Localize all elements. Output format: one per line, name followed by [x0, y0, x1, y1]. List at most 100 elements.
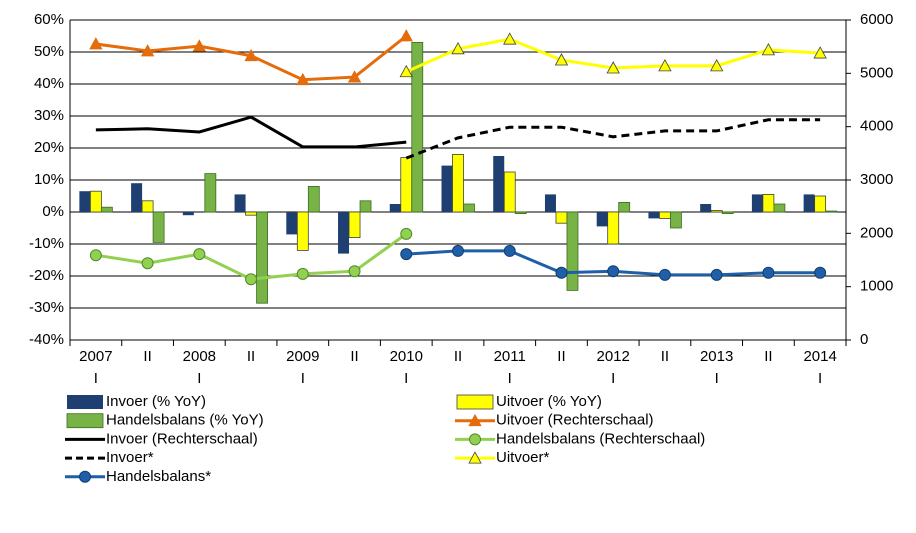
marker: [554, 53, 569, 66]
x-tick-label: II: [247, 348, 255, 365]
marker: [193, 248, 206, 261]
y2-tick-label: 5000: [860, 64, 893, 81]
bar: [411, 42, 424, 213]
y-tick-label: 20%: [34, 139, 64, 156]
bar: [79, 191, 91, 212]
marker: [451, 41, 465, 55]
marker: [814, 266, 827, 279]
marker: [658, 59, 672, 72]
marker: [399, 64, 413, 78]
marker: [658, 268, 671, 281]
marker: [709, 59, 724, 72]
x-tick-label: II: [764, 348, 772, 365]
marker: [399, 29, 413, 42]
bar: [514, 211, 527, 214]
bar: [659, 211, 671, 219]
x-tick-label: II: [350, 348, 358, 365]
y2-tick-label: 6000: [860, 11, 893, 28]
bar: [710, 209, 723, 213]
y2-tick-label: 0: [860, 331, 868, 348]
marker: [761, 43, 776, 56]
y-tick-label: 10%: [34, 171, 64, 188]
y-tick-label: 50%: [34, 43, 64, 60]
marker: [503, 32, 517, 45]
marker: [555, 266, 568, 279]
marker: [347, 70, 362, 83]
marker: [245, 273, 258, 286]
legend-marker: [468, 413, 482, 427]
y-tick-label: -10%: [29, 235, 64, 252]
y2-tick-label: 1000: [860, 278, 893, 295]
x-tick-label: 2007 I: [79, 348, 112, 387]
legend-swatch: [456, 394, 494, 410]
bar: [100, 206, 113, 213]
bar: [751, 194, 763, 212]
bar: [141, 200, 154, 213]
bar: [234, 194, 246, 212]
legend-marker: [469, 433, 481, 446]
x-tick-label: 2011 I: [494, 348, 526, 387]
bar: [152, 211, 165, 243]
marker: [141, 257, 154, 270]
bar: [700, 204, 712, 212]
marker: [89, 249, 102, 262]
y-tick-label: 0%: [42, 203, 64, 220]
bar: [803, 194, 815, 212]
bar: [296, 211, 309, 251]
marker: [452, 244, 464, 257]
bar: [648, 212, 660, 219]
bar: [182, 212, 194, 216]
y-tick-label: -40%: [29, 331, 64, 348]
marker: [348, 265, 361, 278]
bar: [256, 211, 268, 304]
bar: [721, 211, 734, 214]
bar: [441, 165, 453, 212]
bar: [762, 193, 775, 213]
bar: [452, 153, 464, 213]
legend-swatch: [66, 413, 104, 429]
legend-label: Invoer (Rechterschaal): [106, 430, 258, 447]
y-tick-label: -20%: [29, 267, 64, 284]
y2-tick-label: 2000: [860, 224, 893, 241]
x-tick-label: II: [454, 348, 462, 365]
x-tick-label: II: [661, 348, 669, 365]
marker: [762, 266, 775, 279]
marker: [813, 46, 827, 59]
legend-marker: [468, 451, 482, 464]
x-tick-label: 2013 I: [700, 348, 733, 387]
marker: [140, 44, 155, 57]
marker: [503, 244, 516, 257]
marker: [606, 61, 620, 74]
marker: [607, 265, 620, 278]
marker: [192, 39, 207, 52]
y-tick-label: 60%: [34, 11, 64, 28]
legend-marker: [79, 470, 91, 483]
legend-label: Invoer*: [106, 449, 154, 466]
y-tick-label: 30%: [34, 107, 64, 124]
legend-label: Handelsbalans (Rechterschaal): [496, 430, 705, 447]
bar: [359, 200, 372, 213]
bar: [131, 183, 143, 212]
x-tick-label: 2009 I: [286, 348, 319, 387]
bar: [463, 203, 475, 213]
legend-label: Invoer (% YoY): [106, 393, 206, 410]
bar: [607, 211, 620, 245]
x-tick-label: 2012 I: [597, 348, 630, 387]
bar: [670, 211, 682, 229]
x-tick-label: 2010 I: [390, 348, 423, 387]
bar: [555, 211, 568, 224]
legend-label: Uitvoer (% YoY): [496, 393, 602, 410]
bar: [307, 185, 320, 213]
bar: [400, 157, 413, 213]
marker: [710, 268, 723, 281]
marker: [89, 37, 103, 50]
bar: [825, 210, 838, 213]
line: [405, 118, 821, 160]
legend-label: Handelsbalans*: [106, 468, 211, 485]
bar: [544, 194, 556, 212]
legend-label: Handelsbalans (% YoY): [106, 412, 264, 429]
y2-tick-label: 3000: [860, 171, 893, 188]
x-tick-label: 2008 I: [183, 348, 216, 387]
y2-tick-label: 4000: [860, 118, 893, 135]
